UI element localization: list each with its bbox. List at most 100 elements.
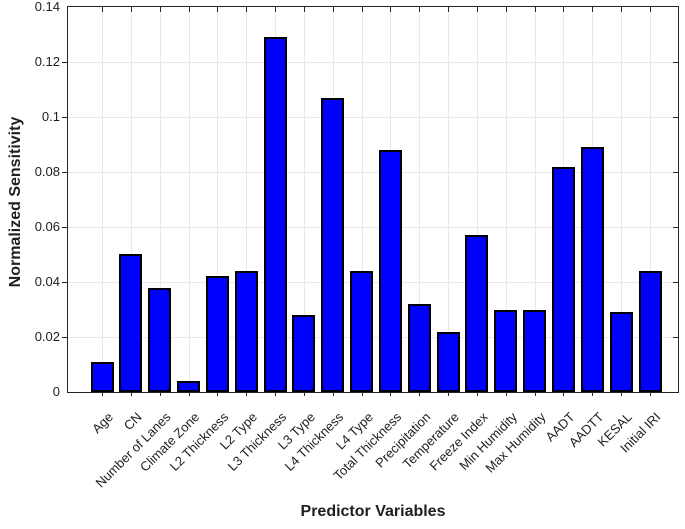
vertical-gridline: [130, 7, 132, 392]
x-tick-mark-top: [303, 7, 305, 12]
y-tick-mark: [673, 282, 678, 283]
x-tick-mark-bottom: [275, 392, 277, 396]
bar-total-thickness: [378, 150, 402, 392]
y-tick-mark: [62, 117, 67, 118]
bar-kesal: [609, 312, 633, 392]
x-tick-mark-top: [361, 7, 363, 12]
bar-l4-thickness: [321, 98, 345, 392]
bar-temperature: [436, 332, 460, 392]
vertical-gridline: [534, 7, 536, 392]
bar-min-humidity: [494, 310, 518, 392]
x-tick-mark-top: [650, 7, 651, 12]
x-tick-mark-top: [448, 7, 450, 12]
plot-area: [62, 6, 679, 396]
bar-l2-thickness: [205, 276, 229, 392]
x-tick-label: Age: [88, 409, 116, 437]
bar-l3-type: [292, 315, 316, 392]
x-tick-mark-top: [188, 7, 190, 12]
x-tick-mark-bottom: [592, 392, 594, 396]
x-tick-mark-bottom: [563, 392, 565, 396]
vertical-gridline: [102, 7, 103, 392]
x-tick-mark-top: [159, 7, 161, 12]
bar-number-of-lanes: [148, 288, 172, 392]
horizontal-gridline: [68, 62, 678, 63]
y-tick-label: 0.12: [34, 54, 60, 69]
y-tick-label: 0.14: [34, 0, 60, 14]
x-tick-mark-top: [390, 7, 392, 12]
x-tick-mark-bottom: [303, 392, 305, 396]
y-tick-mark: [62, 172, 67, 173]
x-tick-mark-top: [419, 7, 421, 12]
vertical-gridline: [188, 7, 190, 392]
x-tick-mark-bottom: [246, 392, 248, 396]
vertical-gridline: [361, 7, 363, 392]
x-tick-mark-top: [476, 7, 478, 12]
vertical-gridline: [476, 7, 478, 392]
vertical-gridline: [621, 7, 623, 392]
x-tick-mark-top: [534, 7, 536, 12]
horizontal-gridline: [68, 227, 678, 228]
horizontal-gridline: [68, 172, 678, 173]
x-tick-mark-top: [102, 7, 103, 12]
y-tick-mark: [673, 337, 678, 338]
bar-precipitation: [407, 304, 431, 392]
x-tick-mark-top: [332, 7, 334, 12]
y-tick-mark: [62, 282, 67, 283]
x-tick-mark-top: [505, 7, 507, 12]
x-tick-mark-top: [621, 7, 623, 12]
x-tick-mark-bottom: [130, 392, 132, 396]
y-tick-label: 0.02: [34, 329, 60, 344]
vertical-gridline: [246, 7, 248, 392]
x-tick-mark-bottom: [505, 392, 507, 396]
bar-age: [90, 362, 114, 392]
bar-l3-thickness: [263, 37, 287, 392]
y-tick-label: 0.06: [34, 219, 60, 234]
y-tick-mark: [62, 337, 67, 338]
vertical-gridline: [159, 7, 161, 392]
y-tick-label: 0.1: [41, 109, 60, 124]
vertical-gridline: [217, 7, 219, 392]
y-tick-mark: [673, 172, 678, 173]
vertical-gridline: [419, 7, 421, 392]
x-tick-mark-bottom: [534, 392, 536, 396]
x-tick-mark-bottom: [361, 392, 363, 396]
x-axis-title: Predictor Variables: [300, 503, 446, 520]
x-tick-mark-bottom: [448, 392, 450, 396]
vertical-gridline: [650, 7, 651, 392]
y-tick-mark: [673, 117, 678, 118]
x-tick-mark-top: [130, 7, 132, 12]
horizontal-gridline: [68, 117, 678, 118]
x-tick-mark-bottom: [476, 392, 478, 396]
bar-initial-iri: [638, 271, 662, 392]
x-tick-mark-bottom: [332, 392, 334, 396]
vertical-gridline: [505, 7, 507, 392]
y-tick-mark: [62, 227, 67, 228]
bar-freeze-index: [465, 235, 489, 392]
x-tick-mark-bottom: [390, 392, 392, 396]
x-tick-mark-bottom: [621, 392, 623, 396]
y-tick-label: 0.08: [34, 164, 60, 179]
x-tick-mark-bottom: [188, 392, 190, 396]
y-tick-label: 0.04: [34, 274, 60, 289]
y-tick-label: 0: [52, 384, 60, 399]
bar-cn: [119, 254, 143, 392]
x-tick-mark-top: [275, 7, 277, 12]
bar-max-humidity: [523, 310, 547, 392]
vertical-gridline: [448, 7, 450, 392]
x-tick-mark-top: [217, 7, 219, 12]
bar-l2-type: [234, 271, 258, 392]
x-tick-mark-bottom: [217, 392, 219, 396]
bar-climate-zone: [177, 381, 201, 392]
x-tick-mark-top: [246, 7, 248, 12]
y-tick-mark: [62, 62, 67, 63]
bar-aadtt: [580, 147, 604, 392]
bar-l4-type: [350, 271, 374, 392]
x-tick-mark-bottom: [650, 392, 651, 396]
x-tick-mark-top: [592, 7, 594, 12]
bar-aadt: [551, 167, 575, 392]
x-tick-mark-bottom: [159, 392, 161, 396]
y-axis-title: Normalized Sensitivity: [7, 116, 24, 288]
x-tick-mark-top: [563, 7, 565, 12]
vertical-gridline: [303, 7, 305, 392]
